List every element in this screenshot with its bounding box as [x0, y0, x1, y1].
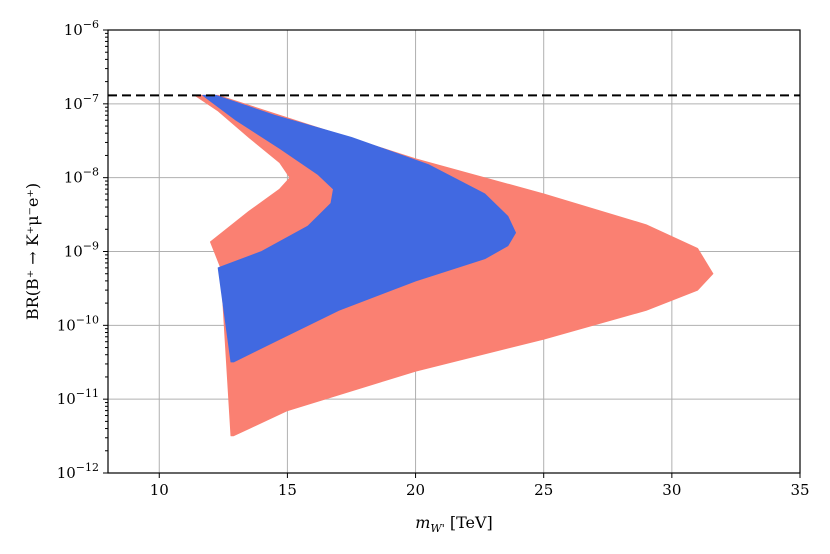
x-tick-label: 20: [406, 481, 425, 499]
x-axis-label: mW' [TeV]: [415, 513, 493, 535]
y-tick-label: 10−6: [64, 18, 99, 39]
y-tick-label: 10−8: [64, 166, 99, 187]
y-tick-label: 10−12: [57, 461, 99, 482]
x-tick-label: 15: [278, 481, 297, 499]
x-tick-label: 30: [662, 481, 681, 499]
x-tick-label: 25: [534, 481, 553, 499]
x-tick-label: 10: [150, 481, 169, 499]
blue-region: [202, 94, 516, 363]
y-tick-label: 10−9: [64, 240, 99, 261]
regions: [194, 94, 714, 437]
y-tick-label: 10−7: [64, 92, 99, 113]
y-tick-label: 10−11: [57, 387, 99, 408]
x-tick-label: 35: [790, 481, 809, 499]
ticks: 10 15 20 25 30 35 10−12 10−11 10−10 10−9 10−8 10−7 1…: [57, 18, 810, 499]
y-tick-label: 10−10: [57, 313, 99, 334]
y-axis-label: BR(B⁺ → K⁺μ⁻e⁺): [23, 183, 42, 320]
